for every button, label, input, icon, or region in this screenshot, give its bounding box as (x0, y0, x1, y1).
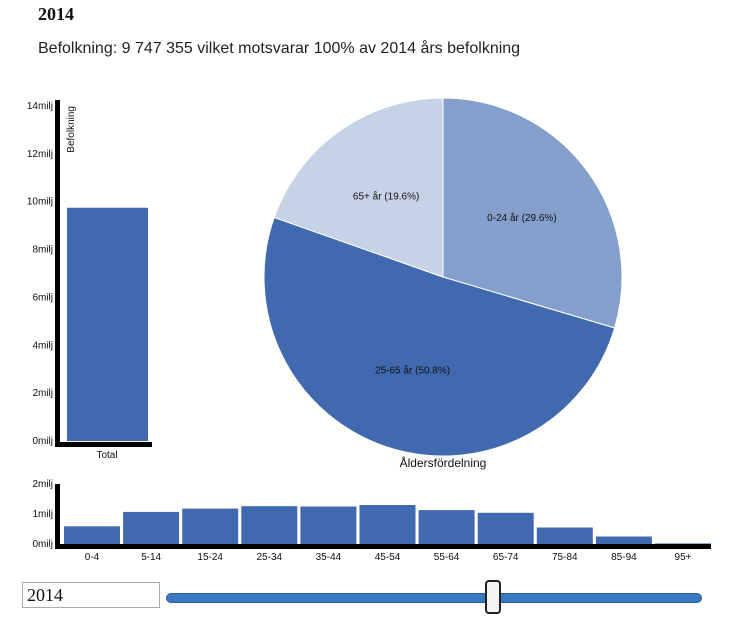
x-tick-label: 45-54 (375, 552, 401, 563)
y-tick-label: 1milj (32, 509, 53, 520)
x-axis-line (55, 544, 711, 549)
bar (67, 207, 148, 441)
x-tick-label: 55-64 (434, 552, 460, 563)
age-distribution-pie: 0-24 år (29.6%) 25-65 år (50.8%) 65+ år (1… (263, 97, 623, 470)
y-tick-label: 2milj (32, 479, 53, 490)
pie-slice (263, 216, 616, 457)
bar (241, 506, 298, 544)
x-tick-label: 15-24 (197, 552, 223, 563)
charts-canvas: 0milj 2milj 4milj 6milj 8milj 10milj 12milj 14m… (27, 97, 711, 563)
y-tick-label: 8milj (32, 245, 53, 256)
x-tick-label: 65-74 (493, 552, 519, 563)
y-tick-label: 14milj (27, 101, 53, 112)
x-tick-label: 75-84 (552, 552, 578, 563)
x-tick-label: 0-4 (85, 552, 100, 563)
bar (359, 505, 416, 544)
y-tick-label: 10milj (27, 197, 53, 208)
year-slider[interactable] (166, 580, 702, 616)
population-summary: Befolkning: 9 747 355 vilket motsvarar 1… (38, 40, 521, 57)
bar (123, 511, 180, 544)
pie-axis-label: Åldersfördelning (400, 455, 487, 470)
bar (655, 543, 711, 544)
bar (418, 510, 475, 544)
y-tick-label: 12milj (27, 149, 53, 160)
bar (182, 508, 239, 544)
bar (536, 527, 593, 544)
y-tick-label: 0milj (32, 436, 53, 447)
x-axis-line (55, 442, 152, 447)
pie-slice-label: 25-65 år (50.8%) (375, 365, 450, 377)
year-heading: 2014 (38, 4, 74, 24)
age-group-bar-chart: 0milj 1milj 2milj 0-4 5-14 15-24 25-34 35-44 45-… (32, 479, 711, 563)
y-axis-line (55, 100, 60, 447)
x-tick-label: 25-34 (257, 552, 283, 563)
x-tick-label: 85-94 (611, 552, 637, 563)
bar (477, 512, 534, 544)
y-tick-label: 0milj (32, 539, 53, 550)
x-tick-label: Total (96, 450, 117, 461)
year-input[interactable] (22, 582, 160, 608)
pie-slice (442, 97, 623, 329)
pie-slice-label: 65+ år (19.6%) (353, 191, 419, 203)
pie-slice (273, 97, 444, 278)
y-tick-label: 6milj (32, 292, 53, 303)
y-axis-line (55, 484, 60, 549)
bar (64, 526, 120, 544)
y-tick-label: 2milj (32, 388, 53, 399)
x-tick-label: 95+ (675, 552, 692, 563)
year-slider-track[interactable] (166, 593, 702, 603)
total-population-chart: 0milj 2milj 4milj 6milj 8milj 10milj 12milj 14m… (27, 100, 152, 461)
pie-slice-label: 0-24 år (29.6%) (487, 212, 556, 224)
bar (300, 506, 357, 544)
year-slider-handle[interactable] (484, 580, 501, 614)
y-tick-label: 4milj (32, 340, 53, 351)
x-tick-label: 35-44 (316, 552, 342, 563)
bar (595, 536, 652, 544)
y-axis-title: Befolkning (66, 106, 77, 153)
x-tick-label: 5-14 (141, 552, 161, 563)
